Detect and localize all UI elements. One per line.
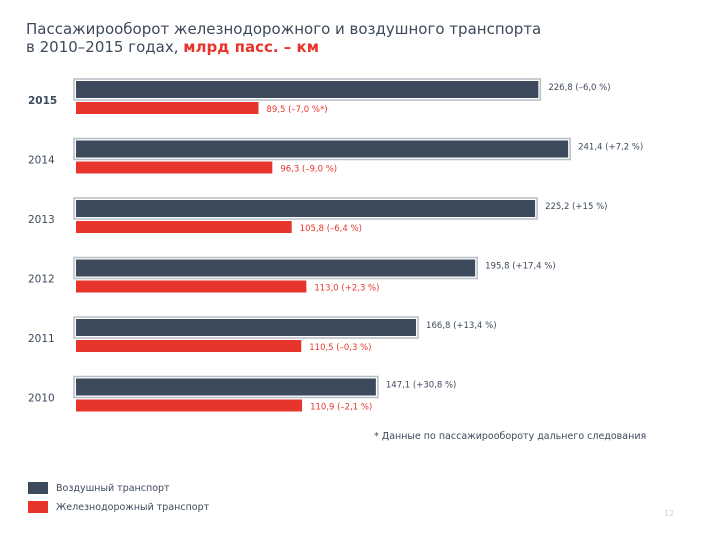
bar-rail-2015 [76,102,259,114]
bar-rail-2012 [76,280,307,293]
title-prefix: в 2010–2015 годах, [26,38,179,56]
data-label-air-2015: 226,8 (–6,0 %) [548,83,610,93]
bar-air-2010 [76,378,376,396]
legend-swatch-rail [28,501,48,513]
bar-air-2011 [76,319,417,336]
data-label-air-2011: 166,8 (+13,4 %) [426,321,497,331]
year-label-2013: 2013 [28,214,55,226]
year-label-2010: 2010 [28,393,55,405]
footnote: * Данные по пассажирообороту дальнего сл… [374,431,647,442]
bar-rail-2014 [76,161,273,174]
bar-rail-2011 [76,340,302,352]
page-number: 12 [664,509,675,518]
data-label-rail-2012: 113,0 (+2,3 %) [314,284,379,294]
title-line-1: Пассажирооборот железнодорожного и возду… [26,20,542,38]
legend-label-rail: Железнодорожный транспорт [56,501,210,513]
data-label-air-2012: 195,8 (+17,4 %) [485,262,555,272]
data-label-rail-2010: 110,9 (–2,1 %) [310,403,372,413]
data-label-rail-2013: 105,8 (–6,4 %) [300,224,362,234]
legend-item-air: Воздушный транспорт [28,481,170,495]
data-label-air-2010: 147,1 (+30,8 %) [386,381,457,391]
chart-title: Пассажирооборот железнодорожного и возду… [26,20,541,56]
data-label-rail-2014: 96,3 (–9,0 %) [280,165,337,175]
year-label-2012: 2012 [28,274,55,286]
legend-swatch-air [28,482,48,494]
bar-rail-2010 [76,399,303,412]
bar-air-2014 [76,140,569,158]
data-label-rail-2015: 89,5 (–7,0 %*) [266,105,327,115]
data-label-air-2013: 225,2 (+15 %) [545,202,607,212]
data-label-rail-2011: 110,5 (–0,3 %) [309,343,371,353]
legend-label-air: Воздушный транспорт [56,482,170,494]
bar-air-2012 [76,259,476,277]
year-label-2014: 2014 [28,155,55,167]
title-line-2: в 2010–2015 годах, млрд пасс. – км [26,38,541,56]
bar-air-2015 [76,81,539,98]
data-label-air-2014: 241,4 (+7,2 %) [578,143,643,153]
year-label-2015: 2015 [28,95,57,107]
legend-item-rail: Железнодорожный транспорт [28,500,209,514]
year-label-2011: 2011 [28,333,55,345]
bar-air-2013 [76,200,536,217]
title-unit: млрд пасс. – км [183,38,319,56]
bar-rail-2013 [76,221,292,233]
